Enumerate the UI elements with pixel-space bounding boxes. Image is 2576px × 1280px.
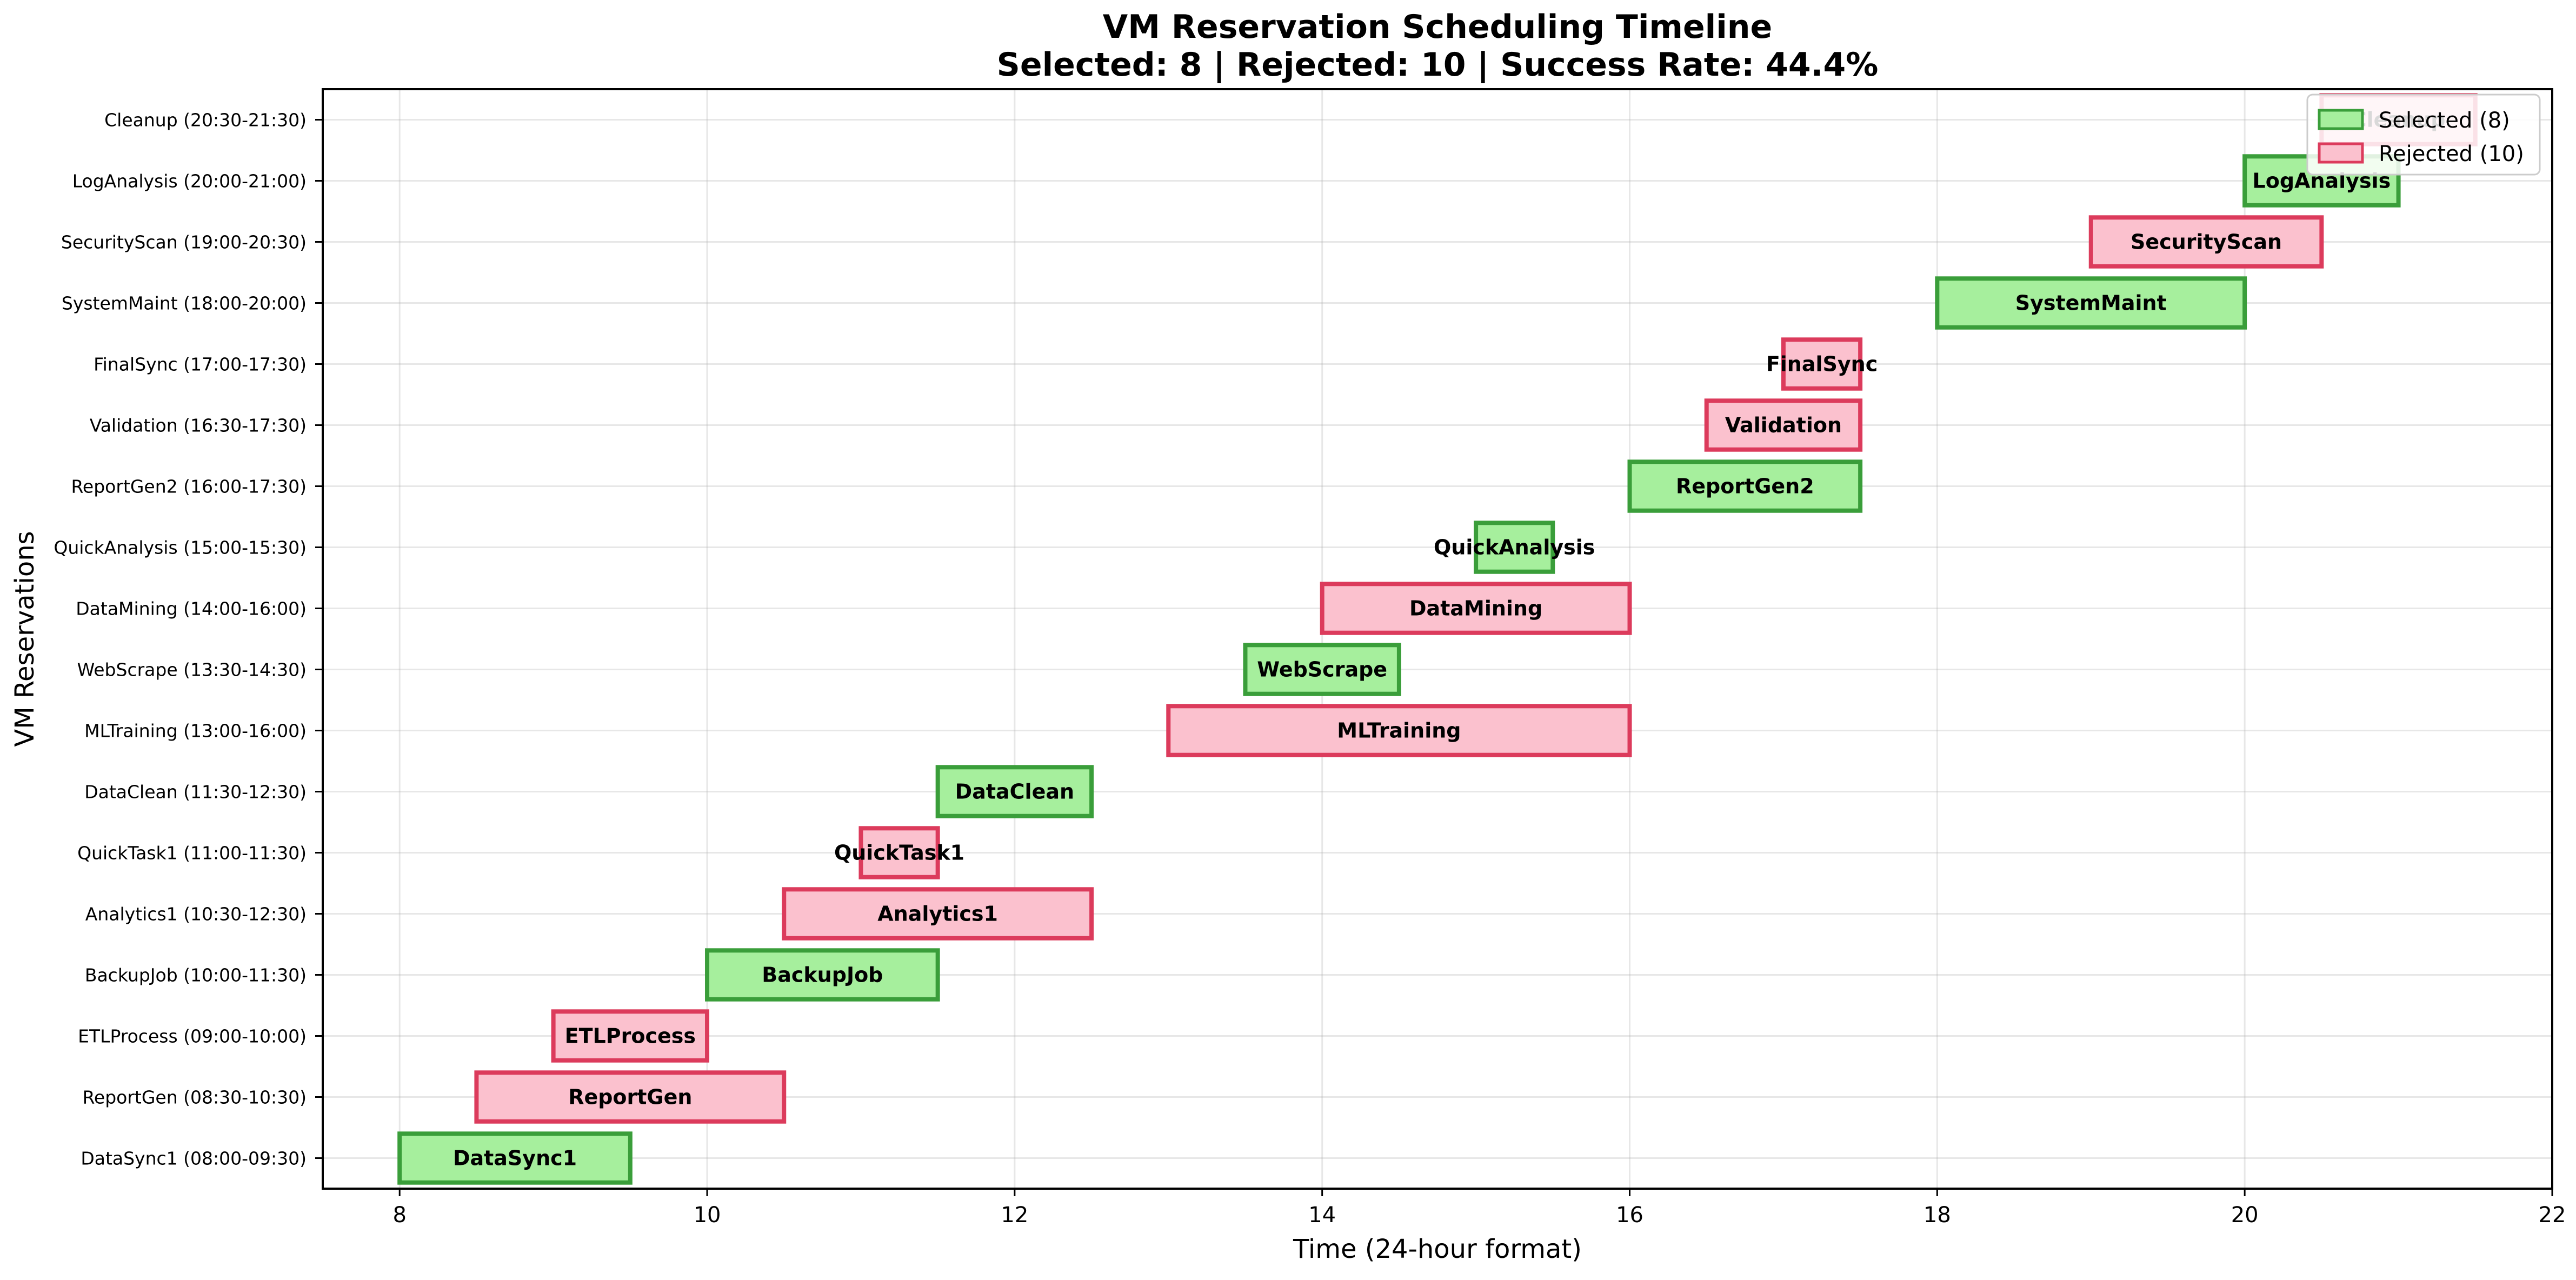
legend-rejected-label: Rejected (10) xyxy=(2379,142,2524,166)
bar-label: Validation xyxy=(1725,414,1842,437)
x-tick-label: 16 xyxy=(1616,1203,1643,1228)
chart-title: VM Reservation Scheduling Timeline xyxy=(1103,8,1772,46)
legend-selected-swatch xyxy=(2318,109,2364,130)
bar-selected xyxy=(935,765,1094,818)
bar-rejected xyxy=(2088,215,2324,269)
bar-label: ReportGen2 xyxy=(1676,475,1814,498)
y-tick-label: DataClean (11:30-12:30) xyxy=(84,782,307,803)
bar-label: QuickAnalysis xyxy=(1434,536,1595,559)
bar-selected xyxy=(705,948,940,1002)
bar-label: SecurityScan xyxy=(2131,230,2282,254)
x-tick-label: 8 xyxy=(392,1203,406,1228)
bar-selected xyxy=(397,1131,633,1185)
y-tick-label: ReportGen2 (16:00-17:30) xyxy=(71,476,307,497)
bar-selected xyxy=(1935,276,2247,330)
bar-rejected xyxy=(858,826,940,879)
x-tick-label: 12 xyxy=(1001,1203,1028,1228)
bar-selected xyxy=(1243,643,1401,696)
y-tick-label: SecurityScan (19:00-20:30) xyxy=(61,232,307,253)
bar-label: FinalSync xyxy=(1766,352,1878,376)
legend-selected-label: Selected (8) xyxy=(2379,108,2510,133)
bar-label: ReportGen xyxy=(568,1085,692,1109)
y-tick-label: MLTraining (13:00-16:00) xyxy=(84,721,307,742)
x-tick-label: 18 xyxy=(1923,1203,1951,1228)
legend-rejected-swatch xyxy=(2318,142,2364,164)
bar-label: BackupJob xyxy=(762,963,883,987)
legend-box xyxy=(2306,94,2541,176)
bar-label: QuickTask1 xyxy=(834,841,964,865)
y-tick-label: Analytics1 (10:30-12:30) xyxy=(85,904,307,925)
bar-rejected xyxy=(551,1009,710,1063)
bar-label: SystemMaint xyxy=(2015,291,2167,315)
chart-subtitle: Selected: 8 | Rejected: 10 | Success Rat… xyxy=(997,46,1879,84)
y-tick-label: FinalSync (17:00-17:30) xyxy=(94,354,307,375)
bar-label: Analytics1 xyxy=(877,902,998,926)
bar-label: DataMining xyxy=(1409,597,1542,621)
bar-label: MLTraining xyxy=(1337,719,1461,743)
y-tick-label: QuickTask1 (11:00-11:30) xyxy=(77,843,307,864)
bar-selected xyxy=(1627,459,1863,513)
x-axis-label: Time (24-hour format) xyxy=(1293,1234,1582,1264)
y-tick-label: LogAnalysis (20:00-21:00) xyxy=(72,171,307,192)
bar-label: ETLProcess xyxy=(565,1024,696,1048)
y-tick-label: Cleanup (20:30-21:30) xyxy=(104,110,307,131)
x-tick-label: 20 xyxy=(2231,1203,2259,1228)
legend: Selected (8) Rejected (10) xyxy=(2306,94,2541,176)
y-tick-label: DataSync1 (08:00-09:30) xyxy=(81,1148,307,1169)
bars: DataSync1 ReportGen ETLProcess BackupJob Ana… xyxy=(397,93,2478,1185)
bar-rejected xyxy=(474,1070,787,1124)
plot-frame xyxy=(322,88,2553,1190)
x-tick-label: 10 xyxy=(694,1203,721,1228)
y-tick-label: QuickAnalysis (15:00-15:30) xyxy=(54,537,307,558)
y-tick-label: DataMining (14:00-16:00) xyxy=(76,598,307,619)
bar-rejected xyxy=(1320,582,1632,635)
bar-rejected xyxy=(1166,704,1632,757)
bar-label: DataClean xyxy=(955,780,1074,804)
bar-label: DataSync1 xyxy=(453,1146,577,1170)
bar-rejected xyxy=(1704,398,1863,452)
bar-selected xyxy=(1474,521,1555,574)
bar-rejected xyxy=(782,887,1094,941)
bar-label: WebScrape xyxy=(1257,658,1387,682)
y-axis-label: VM Reservations xyxy=(10,531,40,746)
y-tick-label: Validation (16:30-17:30) xyxy=(90,415,307,436)
y-tick-label: ETLProcess (09:00-10:00) xyxy=(78,1026,307,1047)
x-tick-label: 14 xyxy=(1308,1203,1336,1228)
bar-rejected xyxy=(1781,337,1863,391)
y-tick-label: ReportGen (08:30-10:30) xyxy=(82,1087,307,1108)
y-tick-label: SystemMaint (18:00-20:00) xyxy=(62,293,307,314)
y-tick-label: WebScrape (13:30-14:30) xyxy=(77,659,307,681)
axes: 8 10 12 14 16 18 20 22 DataSync1 (08:00-09:30) Re… xyxy=(54,110,2566,1228)
x-tick-label: 22 xyxy=(2539,1203,2566,1228)
y-tick-label: BackupJob (10:00-11:30) xyxy=(85,965,307,986)
